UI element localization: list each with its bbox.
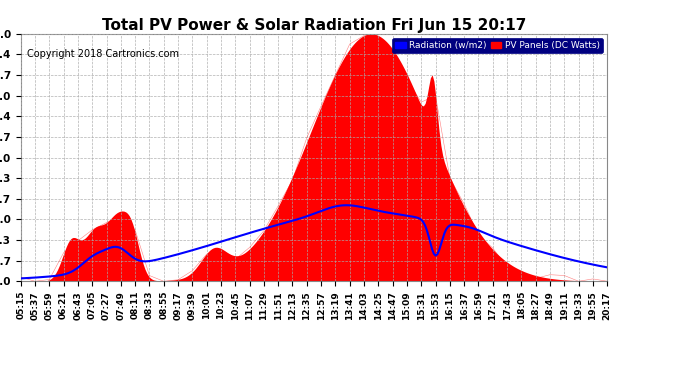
- Title: Total PV Power & Solar Radiation Fri Jun 15 20:17: Total PV Power & Solar Radiation Fri Jun…: [101, 18, 526, 33]
- Text: Copyright 2018 Cartronics.com: Copyright 2018 Cartronics.com: [26, 49, 179, 58]
- Legend: Radiation (w/m2), PV Panels (DC Watts): Radiation (w/m2), PV Panels (DC Watts): [393, 38, 602, 53]
